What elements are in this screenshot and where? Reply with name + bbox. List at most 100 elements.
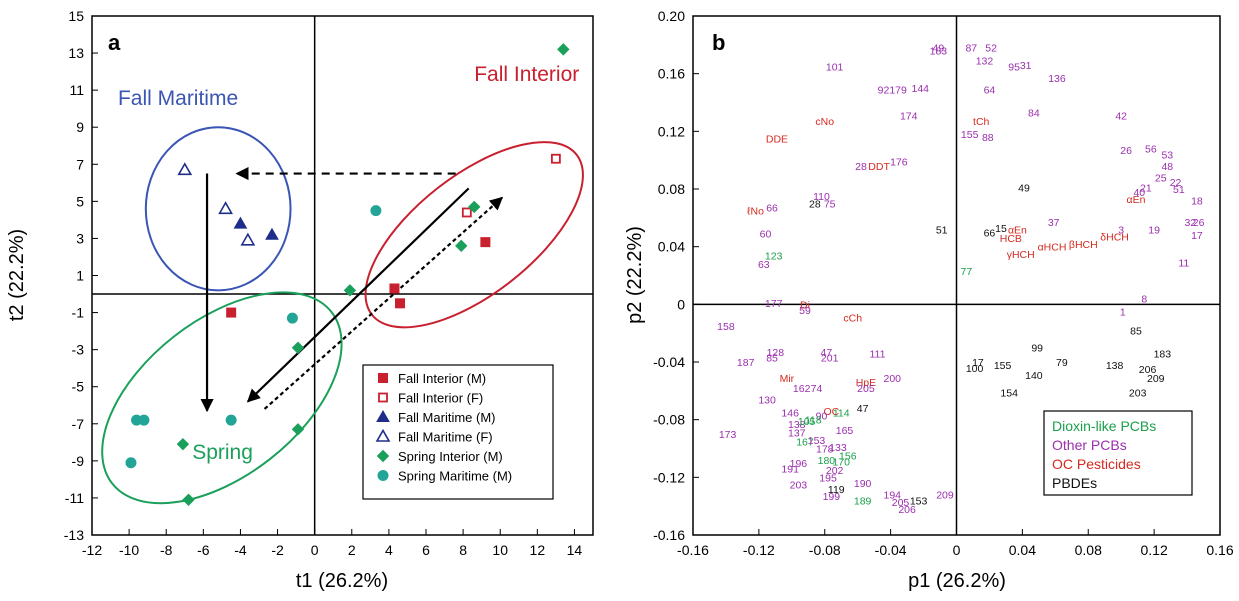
legend-marker [375, 428, 391, 442]
y-tick-label: -0.04 [653, 354, 685, 370]
variable-label: 205 [892, 497, 910, 509]
y-tick-label: 15 [68, 8, 84, 24]
variable-label: 154 [1000, 387, 1018, 399]
variable-label: γHCH [1007, 249, 1035, 261]
group-label-fall-interior: Fall Interior [474, 63, 579, 86]
variable-label: 51 [936, 224, 948, 236]
y-tick-label: -1 [72, 305, 85, 321]
variable-label: 205 [857, 383, 875, 395]
variable-label: 180 [818, 455, 836, 467]
variable-label: 167 [796, 436, 814, 448]
group-label-spring: Spring [192, 441, 253, 464]
variable-label: tCh [973, 116, 990, 128]
y-tick-label: -0.16 [653, 527, 685, 543]
variable-label: 119 [828, 484, 845, 496]
legend-entry-label: PBDEs [1052, 475, 1097, 491]
variable-label: 1 [1120, 307, 1126, 319]
variable-label: δHCH [1100, 232, 1129, 244]
variable-label: 74 [811, 383, 823, 395]
variable-label: 203 [790, 480, 808, 492]
variable-label: 136 [1048, 73, 1066, 85]
arrow-spring-to-interior [263, 196, 504, 410]
variable-label: 85 [1130, 325, 1142, 337]
variable-label: 95 [1008, 61, 1020, 73]
variable-label: 174 [900, 110, 918, 122]
y-tick-label: 3 [76, 230, 84, 246]
variable-label: 138 [1106, 360, 1124, 372]
data-point [218, 201, 233, 215]
panel-b-chart: -0.16 -0.12 -0.08 -0.04 0 0.04 0.08 0.12 0.16 -0.… [624, 8, 1234, 592]
data-point [233, 216, 248, 229]
variable-label: 183 [930, 46, 948, 58]
variable-label: 132 [976, 56, 994, 68]
y-tick-label: 13 [68, 45, 84, 61]
x-tick-label: 10 [492, 542, 508, 558]
variable-label: 158 [717, 321, 735, 333]
variable-label: 18 [1191, 196, 1203, 208]
fall-interior-ellipse [364, 141, 584, 329]
variable-label: 118 [805, 415, 822, 427]
variable-label: 162 [793, 383, 811, 395]
variable-label: 194 [884, 490, 902, 502]
x-tick-label: -0.08 [809, 542, 841, 558]
data-point [343, 284, 357, 297]
x-tick-label: -0.12 [743, 542, 775, 558]
data-point [177, 162, 193, 176]
variable-label: 173 [719, 429, 737, 441]
legend-marker [376, 449, 390, 463]
variable-label: 183 [1154, 348, 1172, 360]
x-tick-label: 0.04 [1009, 542, 1036, 558]
legend-entry-label: Fall Maritime (M) [398, 410, 496, 425]
variable-label: 28 [855, 161, 867, 173]
variable-label: 63 [758, 259, 770, 271]
data-point [557, 43, 570, 56]
x-tick-label: -12 [82, 542, 102, 558]
variable-label: 201 [821, 353, 839, 365]
y-tick-label: 0.16 [658, 66, 685, 82]
data-point [176, 437, 190, 451]
variable-label: 53 [1161, 149, 1173, 161]
y-tick-label: -9 [72, 453, 85, 469]
legend-marker [378, 392, 388, 403]
variable-label: 187 [737, 357, 755, 369]
variable-label: cNo [815, 116, 834, 128]
x-tick-label: -4 [234, 542, 247, 558]
panel-b-legend-box [1043, 410, 1193, 496]
data-point [461, 207, 472, 218]
data-point [395, 298, 406, 309]
variable-label: 209 [936, 490, 954, 502]
legend-entry-label: Spring Interior (M) [398, 449, 503, 464]
variable-label: 130 [758, 394, 776, 406]
variable-label: 77 [961, 266, 973, 278]
panel-a-chart: -12 -10 -8 -6 -4 -2 0 2 4 6 8 10 12 14-13-11-9-7-5-3-… [6, 8, 594, 592]
variable-label: 206 [898, 504, 916, 516]
variable-label: 19 [1148, 224, 1160, 236]
panel-a-points [125, 43, 570, 506]
variable-label: 28 [809, 198, 821, 210]
variable-label: 110 [813, 191, 830, 203]
variable-label: 99 [1031, 343, 1043, 355]
variable-label: 137 [788, 428, 806, 440]
variable-label: DDT [868, 161, 890, 173]
variable-label: 56 [1145, 144, 1157, 156]
data-point [182, 493, 195, 506]
variable-label: 31 [1020, 60, 1032, 72]
panel-b-y-axis-label: p2 (22.2%) [624, 226, 646, 324]
variable-label: 100 [966, 363, 984, 375]
variable-label: ℓNo [747, 206, 764, 218]
data-point [291, 341, 305, 354]
x-tick-label: 12 [530, 542, 546, 558]
y-tick-label: -5 [72, 379, 85, 395]
y-tick-label: 0 [677, 296, 685, 312]
data-point [125, 457, 137, 469]
variable-label: 177 [765, 298, 783, 310]
variable-label: 60 [760, 229, 772, 241]
variable-label: 105 [798, 416, 816, 428]
variable-label: 200 [884, 373, 902, 385]
panel-a-legend: Fall Interior (M) Fall Interior (F) Fall M… [362, 364, 554, 500]
variable-label: 15 [995, 223, 1007, 235]
fall-maritime-ellipse [144, 126, 292, 292]
variable-label: 170 [832, 456, 850, 468]
x-tick-label: -10 [119, 542, 139, 558]
